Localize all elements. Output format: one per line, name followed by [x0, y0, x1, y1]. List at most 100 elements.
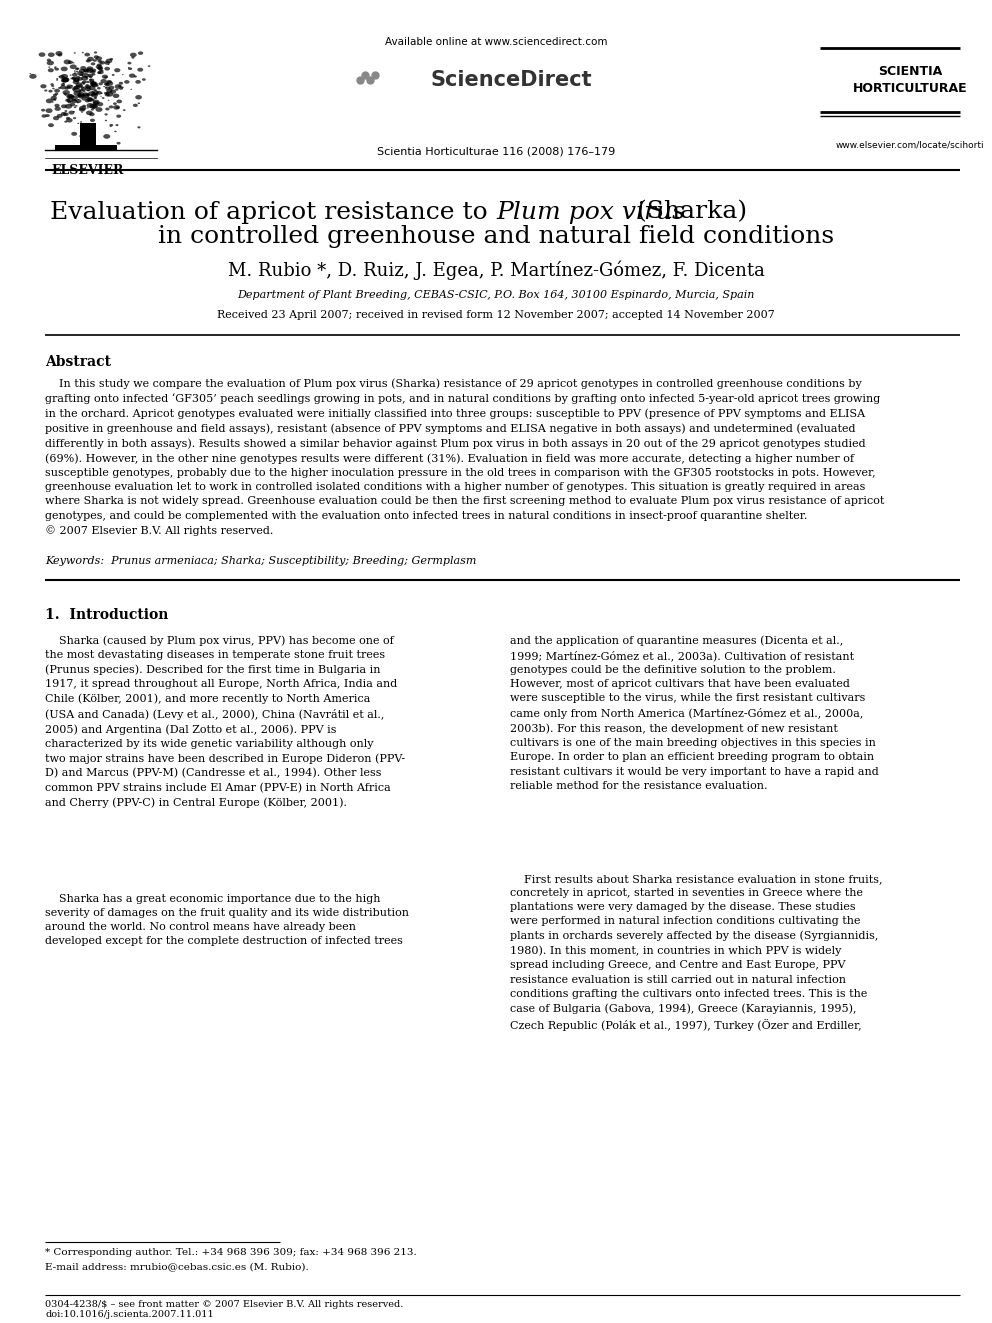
Ellipse shape [123, 110, 126, 111]
Ellipse shape [148, 65, 151, 67]
Ellipse shape [79, 74, 83, 75]
Ellipse shape [62, 78, 67, 82]
Ellipse shape [105, 58, 112, 64]
Ellipse shape [80, 66, 86, 70]
Ellipse shape [134, 75, 137, 78]
Ellipse shape [48, 53, 55, 57]
Ellipse shape [41, 85, 47, 89]
Ellipse shape [93, 103, 97, 107]
Ellipse shape [53, 87, 55, 90]
Text: ScienceDirect: ScienceDirect [430, 70, 591, 90]
Ellipse shape [68, 95, 71, 97]
Ellipse shape [64, 105, 72, 108]
Ellipse shape [65, 116, 70, 119]
Ellipse shape [75, 82, 82, 87]
Text: Scientia Horticulturae 116 (2008) 176–179: Scientia Horticulturae 116 (2008) 176–17… [377, 147, 615, 157]
Ellipse shape [85, 85, 90, 89]
Ellipse shape [39, 53, 46, 57]
Ellipse shape [58, 53, 62, 57]
Ellipse shape [85, 85, 89, 86]
Ellipse shape [121, 86, 124, 89]
Ellipse shape [99, 71, 101, 73]
Ellipse shape [90, 119, 95, 122]
Ellipse shape [73, 106, 76, 108]
Ellipse shape [90, 62, 95, 65]
Text: M. Rubio *, D. Ruiz, J. Egea, P. Martínez-Gómez, F. Dicenta: M. Rubio *, D. Ruiz, J. Egea, P. Martíne… [227, 261, 765, 279]
Ellipse shape [108, 86, 114, 90]
Ellipse shape [62, 79, 65, 82]
Ellipse shape [78, 69, 85, 73]
Ellipse shape [67, 86, 70, 89]
Ellipse shape [59, 87, 62, 89]
Text: (Sharka): (Sharka) [629, 201, 747, 224]
Ellipse shape [77, 71, 83, 75]
Ellipse shape [128, 67, 132, 70]
Ellipse shape [52, 85, 55, 87]
Ellipse shape [82, 105, 86, 107]
Ellipse shape [74, 73, 76, 74]
Ellipse shape [71, 95, 78, 101]
Ellipse shape [75, 67, 78, 70]
Ellipse shape [81, 111, 83, 112]
Ellipse shape [74, 99, 76, 102]
Ellipse shape [61, 83, 65, 86]
Ellipse shape [81, 82, 85, 85]
Ellipse shape [100, 70, 103, 71]
Ellipse shape [45, 90, 48, 91]
Ellipse shape [73, 116, 76, 119]
Ellipse shape [87, 98, 93, 102]
Ellipse shape [71, 99, 77, 103]
Ellipse shape [106, 91, 113, 97]
Ellipse shape [73, 78, 79, 82]
Ellipse shape [85, 99, 89, 102]
Ellipse shape [118, 85, 122, 87]
Ellipse shape [56, 79, 59, 81]
Ellipse shape [75, 75, 80, 79]
Ellipse shape [71, 132, 77, 136]
Ellipse shape [92, 83, 96, 86]
Ellipse shape [55, 67, 60, 70]
Ellipse shape [127, 62, 131, 65]
Ellipse shape [64, 110, 67, 112]
Ellipse shape [138, 52, 143, 56]
Text: and the application of quarantine measures (Dicenta et al.,
1999; Martínez-Gómez: and the application of quarantine measur… [510, 635, 879, 791]
Ellipse shape [89, 103, 97, 108]
Ellipse shape [135, 95, 142, 99]
Ellipse shape [79, 135, 84, 138]
Ellipse shape [91, 90, 99, 95]
Ellipse shape [77, 85, 83, 87]
Ellipse shape [91, 85, 93, 86]
Ellipse shape [71, 95, 74, 98]
Ellipse shape [103, 86, 105, 87]
Text: Available online at www.sciencedirect.com: Available online at www.sciencedirect.co… [385, 37, 607, 48]
Ellipse shape [92, 105, 98, 108]
Ellipse shape [89, 81, 94, 83]
Ellipse shape [97, 64, 101, 66]
Ellipse shape [109, 58, 113, 61]
Ellipse shape [86, 103, 94, 108]
Ellipse shape [104, 77, 107, 78]
Ellipse shape [99, 70, 102, 71]
Ellipse shape [79, 107, 85, 111]
Ellipse shape [131, 57, 135, 58]
Ellipse shape [112, 74, 115, 75]
Ellipse shape [63, 93, 66, 95]
Ellipse shape [105, 93, 110, 97]
Ellipse shape [55, 107, 61, 111]
Ellipse shape [67, 61, 73, 64]
Ellipse shape [41, 108, 46, 111]
Ellipse shape [105, 119, 107, 122]
Ellipse shape [77, 94, 84, 98]
Ellipse shape [92, 99, 100, 105]
Text: Abstract: Abstract [45, 355, 111, 369]
Text: SCIENTIA: SCIENTIA [878, 65, 942, 78]
Ellipse shape [51, 83, 54, 86]
Ellipse shape [29, 74, 37, 79]
Ellipse shape [47, 61, 54, 65]
Ellipse shape [97, 71, 101, 74]
Ellipse shape [60, 85, 66, 90]
Ellipse shape [82, 93, 88, 97]
Bar [55, 146, 117, 149]
Ellipse shape [135, 79, 141, 83]
Text: ELSEVIER: ELSEVIER [52, 164, 124, 177]
